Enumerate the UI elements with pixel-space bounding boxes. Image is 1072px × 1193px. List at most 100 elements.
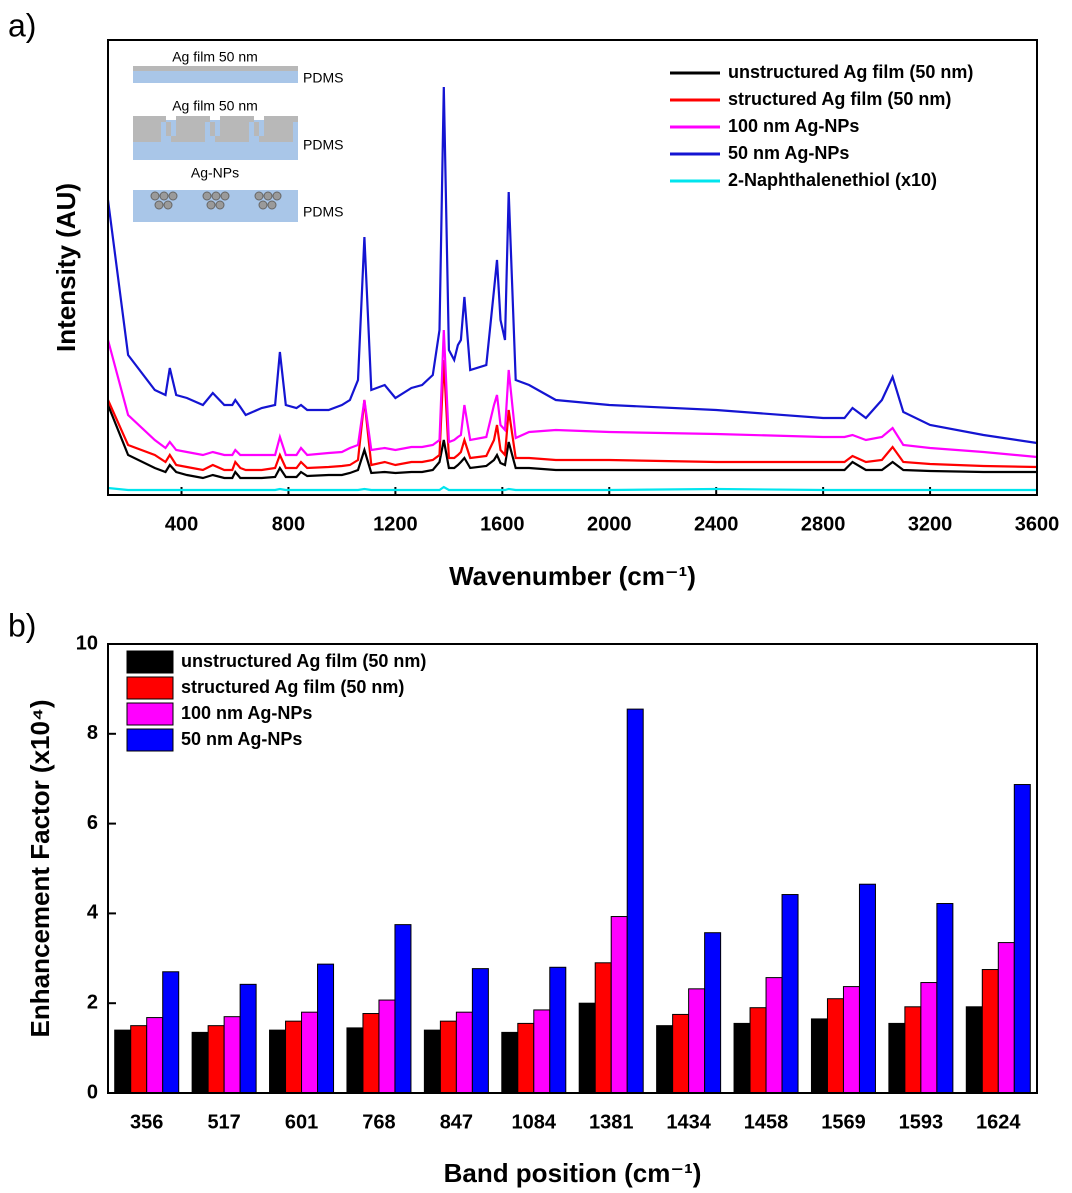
bar	[146, 1017, 164, 1094]
bar	[965, 1006, 983, 1094]
bar	[501, 1031, 519, 1094]
x-tick-label: 1593	[899, 1111, 944, 1133]
legend-label: 2-Naphthalenethiol (x10)	[728, 170, 937, 190]
x-tick-label: 1434	[666, 1111, 711, 1133]
x-tick-label: 2800	[801, 513, 846, 535]
annotation: PDMS	[303, 204, 343, 220]
bar	[920, 982, 938, 1094]
bar	[239, 983, 257, 1094]
bar	[130, 1025, 148, 1094]
spectrum-line	[106, 359, 1038, 472]
bar	[223, 1016, 241, 1094]
bar	[688, 988, 706, 1094]
bar	[842, 986, 860, 1094]
bar	[439, 1020, 457, 1094]
spectrum-line	[107, 485, 1037, 492]
x-tick-label: 400	[165, 513, 198, 535]
x-tick-label: 1084	[512, 1111, 557, 1133]
x-tick-label: 800	[272, 513, 305, 535]
annotation: Ag film 50 nm	[172, 98, 258, 114]
x-tick-label: 356	[130, 1111, 163, 1133]
legend-label: structured Ag film (50 nm)	[181, 677, 404, 697]
ag-film	[133, 116, 298, 142]
annotation: Ag-NPs	[191, 165, 239, 181]
nanoparticles	[150, 191, 282, 210]
bar	[207, 1025, 225, 1094]
inset-diagram: Ag film 50 nm PDMS Ag film 50 nm PDMS Ag…	[133, 49, 343, 222]
bar	[749, 1007, 767, 1094]
bar	[704, 932, 722, 1094]
bar	[423, 1029, 441, 1094]
annotation: Ag film 50 nm	[172, 49, 258, 65]
bar	[346, 1027, 364, 1094]
bar	[888, 1022, 906, 1094]
legend-label: 100 nm Ag-NPs	[181, 703, 312, 723]
x-tick-label: 1381	[589, 1111, 634, 1133]
legend-label: 50 nm Ag-NPs	[728, 143, 849, 163]
x-tick-label: 517	[207, 1111, 240, 1133]
x-tick-label: 768	[362, 1111, 395, 1133]
legend-swatch	[126, 728, 174, 752]
y-tick-label: 6	[87, 812, 98, 834]
x-tick-label: 1569	[821, 1111, 866, 1133]
legend-label: structured Ag film (50 nm)	[728, 89, 951, 109]
bar	[301, 1011, 319, 1094]
bar	[981, 969, 999, 1094]
bar	[362, 1013, 380, 1094]
ag-film	[133, 66, 298, 71]
bar	[733, 1022, 751, 1094]
bar	[191, 1031, 209, 1094]
y-tick-label: 10	[76, 632, 98, 654]
annotation: PDMS	[303, 137, 343, 153]
panel-label: b)	[8, 607, 36, 643]
x-tick-label: 2000	[587, 513, 632, 535]
bar	[656, 1025, 674, 1094]
legend-label: unstructured Ag film (50 nm)	[181, 651, 426, 671]
x-tick-label: 1200	[373, 513, 418, 535]
bar	[533, 1009, 551, 1094]
legend-swatch	[126, 702, 174, 726]
x-axis-title: Band position (cm⁻¹)	[444, 1158, 702, 1188]
pdms-layer	[133, 70, 298, 83]
y-tick-label: 0	[87, 1081, 98, 1103]
y-tick-label: 2	[87, 991, 98, 1013]
x-tick-label: 1458	[744, 1111, 789, 1133]
bar	[997, 942, 1015, 1094]
bar	[904, 1006, 922, 1094]
bar	[317, 963, 335, 1094]
bar	[471, 968, 489, 1094]
x-tick-label: 3200	[908, 513, 953, 535]
spectrum-line	[106, 329, 1038, 459]
bar	[1013, 784, 1031, 1094]
bar	[858, 883, 876, 1094]
bar	[826, 998, 844, 1094]
bar	[455, 1011, 473, 1094]
x-tick-label: 2400	[694, 513, 739, 535]
x-tick-label: 1600	[480, 513, 525, 535]
bar	[162, 971, 180, 1094]
bar	[936, 903, 954, 1094]
bar	[765, 977, 783, 1094]
bar	[394, 924, 412, 1094]
x-tick-label: 1624	[976, 1111, 1021, 1133]
legend-swatch	[126, 650, 174, 674]
x-tick-label: 601	[285, 1111, 318, 1133]
bar	[810, 1018, 828, 1094]
spectrum-line	[106, 404, 1037, 480]
y-axis-title: Enhancement Factor (x10⁴)	[25, 700, 55, 1038]
legend-label: unstructured Ag film (50 nm)	[728, 62, 973, 82]
legend-label: 50 nm Ag-NPs	[181, 729, 302, 749]
legend-label: 100 nm Ag-NPs	[728, 116, 859, 136]
y-tick-label: 4	[87, 902, 99, 924]
x-tick-label: 3600	[1015, 513, 1060, 535]
annotation: PDMS	[303, 70, 343, 86]
bar	[578, 1002, 596, 1094]
bar	[610, 916, 628, 1094]
bar	[378, 999, 396, 1094]
x-axis-title: Wavenumber (cm⁻¹)	[449, 561, 696, 591]
x-tick-label: 847	[440, 1111, 473, 1133]
bar	[285, 1020, 303, 1094]
bar	[269, 1029, 287, 1094]
plot-frame	[107, 39, 1038, 496]
